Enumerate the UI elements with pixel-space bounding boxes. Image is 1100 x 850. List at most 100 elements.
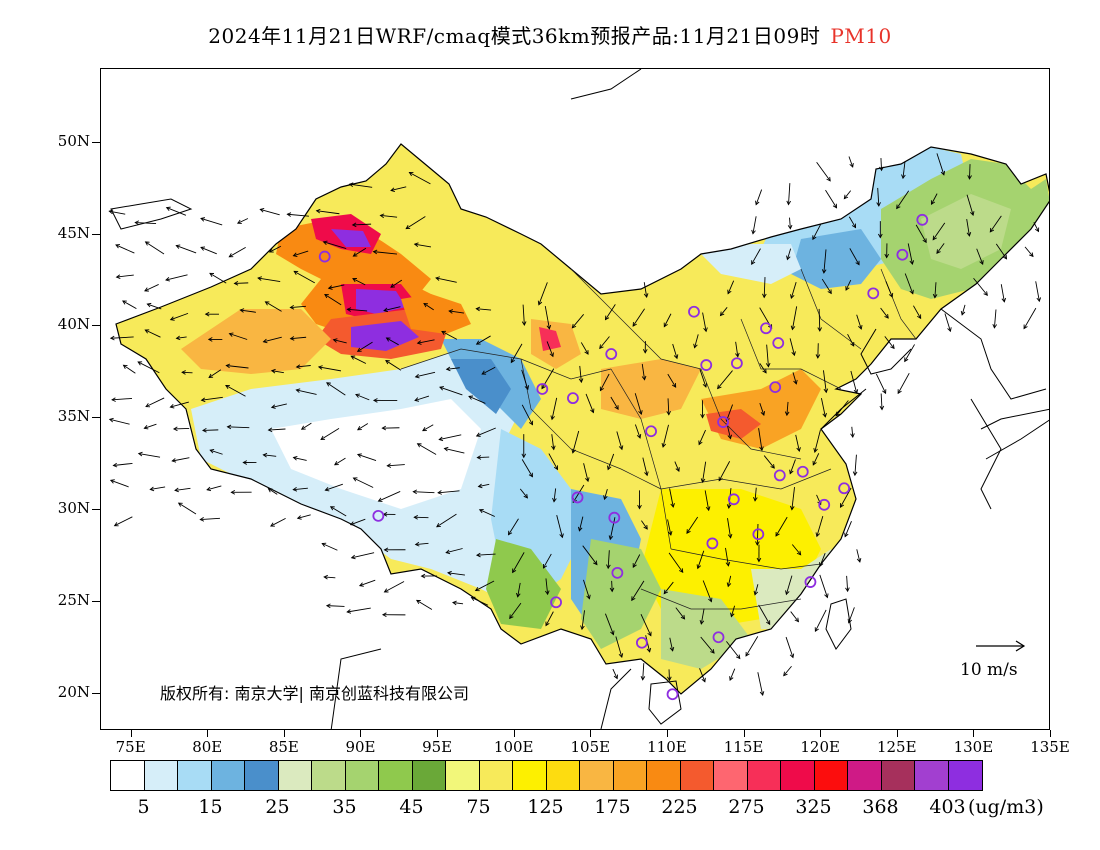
wind-arrow-head <box>745 651 750 657</box>
wind-arrow-shaft <box>751 248 761 265</box>
wind-arrow-head <box>607 465 612 471</box>
city-marker <box>796 465 809 478</box>
wind-arrow-head <box>815 354 821 359</box>
wind-arrow-shaft <box>662 424 669 448</box>
wind-arrow-head <box>646 647 652 653</box>
wind-arrow-shaft <box>1024 246 1034 257</box>
wind-arrow-shaft <box>686 516 699 534</box>
wind-arrow-shaft <box>322 543 338 551</box>
wind-arrow-head <box>267 488 273 493</box>
wind-arrow-shaft <box>471 597 489 606</box>
legend-swatch <box>513 761 547 790</box>
wind-arrow-head <box>759 691 765 697</box>
legend-label: 15 <box>198 796 223 818</box>
wind-arrow-head <box>436 523 441 528</box>
wind-arrow-shaft <box>580 342 589 355</box>
wind-arrow-shaft <box>1033 222 1039 232</box>
legend-label: 175 <box>594 796 631 818</box>
city-marker <box>772 337 785 349</box>
wind-arrow-head <box>239 308 245 313</box>
wind-arrow-head <box>727 289 732 295</box>
wind-arrow-head <box>663 322 668 328</box>
wind-arrow-shaft <box>452 602 464 605</box>
wind-arrow-head <box>225 384 230 390</box>
wind-arrow-shaft <box>178 502 197 515</box>
wind-arrow-shaft <box>821 278 832 294</box>
wind-arrow-shaft <box>109 418 130 425</box>
wind-arrow-shaft <box>147 303 162 310</box>
city-marker <box>706 537 719 550</box>
lon-label: 130E <box>953 738 994 756</box>
lat-label: 35N <box>57 407 90 426</box>
wind-arrow-shaft <box>961 304 966 315</box>
wind-arrow-shaft <box>293 487 308 491</box>
city-marker <box>318 250 331 263</box>
wind-arrow-head <box>571 323 577 329</box>
wind-arrow-shaft <box>113 462 133 466</box>
legend-label: 75 <box>466 796 491 818</box>
wind-arrow-head <box>751 260 756 266</box>
wind-arrow-shaft <box>819 553 826 567</box>
wind-arrow-head <box>992 323 998 329</box>
wind-arrow-shaft <box>110 479 129 488</box>
wind-arrow-head <box>618 445 624 451</box>
wind-arrow-shaft <box>384 581 405 593</box>
wind-arrow-shaft <box>200 517 220 521</box>
city-marker <box>666 688 679 701</box>
wind-arrow-shaft <box>966 219 970 236</box>
wind-arrow-head <box>726 504 732 509</box>
wind-arrow-shaft <box>847 333 855 347</box>
wind-arrow-head <box>983 291 988 296</box>
wind-arrow-shaft <box>417 339 435 344</box>
wind-arrow-head <box>413 242 419 247</box>
wind-arrow-shaft <box>359 579 376 587</box>
wind-arrow-head <box>849 162 854 168</box>
wind-arrow-shaft <box>756 523 759 545</box>
wind-arrow-shaft <box>885 281 893 298</box>
wind-arrow-shaft <box>135 222 157 224</box>
wind-arrow-shaft <box>257 277 281 282</box>
wind-arrow-head <box>705 506 711 512</box>
wind-arrow-head <box>413 515 418 520</box>
wind-arrow-head <box>932 235 937 241</box>
wind-arrow-shaft <box>766 344 769 367</box>
city-marker <box>712 631 725 644</box>
city-marker <box>717 416 729 428</box>
wind-arrow-head <box>822 412 827 418</box>
legend-swatch <box>781 761 815 790</box>
wind-arrow-shaft <box>816 161 831 182</box>
wind-arrow-shaft <box>616 431 623 450</box>
wind-arrow-shaft <box>789 217 791 229</box>
wind-arrow-shaft <box>904 344 915 362</box>
wind-arrow-head <box>414 541 420 547</box>
wind-arrow-shaft <box>138 453 161 458</box>
wind-arrow-head <box>134 220 140 225</box>
title-text: 2024年11月21日WRF/cmaq模式36km预报产品:11月21日09时 <box>208 24 821 48</box>
wind-arrow-head <box>385 360 390 365</box>
wind-arrow-head <box>580 625 585 631</box>
lat-tick <box>92 325 100 327</box>
wind-arrow-shaft <box>631 580 645 601</box>
wind-arrow-head <box>850 433 855 439</box>
wind-arrow-shaft <box>543 553 552 569</box>
wind-arrow-head <box>322 240 328 245</box>
lat-tick <box>92 601 100 603</box>
wind-arrow-shaft <box>848 156 854 168</box>
wind-arrow-head <box>372 398 378 403</box>
legend-label: 25 <box>265 796 290 818</box>
wind-arrow-shaft <box>790 282 797 299</box>
wind-arrow-head <box>175 335 181 341</box>
wind-arrow-shaft <box>754 584 759 595</box>
wind-arrow-shaft <box>667 398 670 415</box>
city-marker <box>611 566 624 579</box>
wind-arrow-shaft <box>699 369 707 388</box>
city-marker <box>760 322 772 335</box>
city-marker <box>688 305 700 318</box>
wind-arrow-shaft <box>700 636 715 654</box>
wind-arrow-head <box>352 477 358 482</box>
wind-arrow-shaft <box>726 641 741 659</box>
wind-arrow-head <box>669 646 675 652</box>
wind-arrow-shaft <box>293 250 309 257</box>
wind-arrow-shaft <box>694 334 699 348</box>
wind-arrow-head <box>325 603 331 609</box>
